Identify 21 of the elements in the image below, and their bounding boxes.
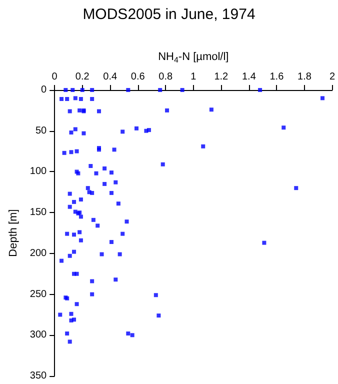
y-tick-label: 100 [30,166,48,178]
x-tick-label: 1.4 [242,72,256,82]
y-tick-label: 0 [41,84,48,96]
x-tick-label: 0.6 [130,72,146,82]
y-axis-title: Depth [m] [8,209,20,257]
x-tick-label: 1 [190,72,197,82]
y-tick-label: 350 [30,370,48,382]
x-tick-label: 1.8 [298,72,312,82]
y-tick-label: 50 [35,125,48,136]
x-tick-label: 0.4 [103,72,118,82]
x-tick-label: 0.2 [75,72,90,82]
x-tick-label: 0.8 [158,72,174,82]
y-tick-label: 150 [30,207,48,218]
x-tick-label: 0 [52,72,58,82]
y-tick-label: 200 [30,248,48,259]
x-tick-label: 2 [329,72,336,82]
x-tick-label: 1.6 [270,72,284,82]
y-tick-label: 250 [30,288,48,300]
x-tick-label: 1.2 [214,72,229,82]
chart-title: MODS2005 in June, 1974 [82,6,256,23]
y-tick-label: 300 [30,330,48,341]
